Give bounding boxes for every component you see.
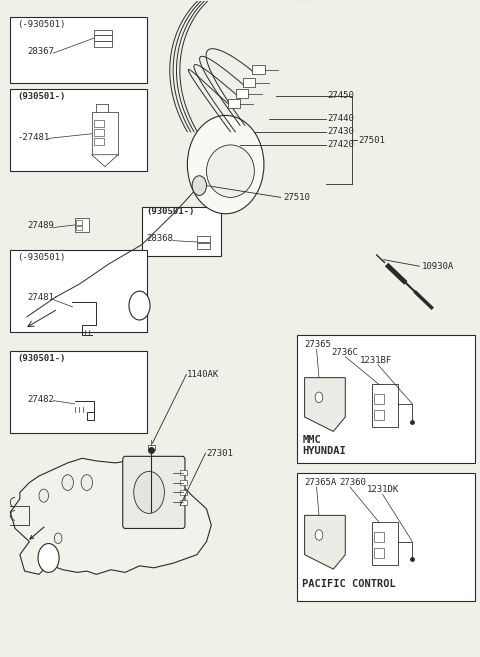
Text: (-930501): (-930501) [17, 20, 66, 29]
Bar [180, 470, 187, 476]
Circle shape [81, 475, 93, 490]
Bar [374, 411, 384, 420]
Circle shape [39, 489, 48, 502]
Text: (930501-): (930501-) [17, 92, 66, 101]
Text: PACIFIC CONTROL: PACIFIC CONTROL [302, 579, 396, 589]
Bar [94, 41, 112, 47]
Text: 27360: 27360 [339, 478, 366, 487]
Polygon shape [92, 155, 118, 167]
FancyBboxPatch shape [123, 457, 185, 528]
Bar [75, 218, 89, 232]
Bar [374, 548, 384, 558]
Ellipse shape [187, 116, 264, 214]
Circle shape [129, 291, 150, 320]
Text: 28367: 28367 [27, 47, 54, 57]
Bar [180, 499, 187, 505]
Bar [10, 17, 147, 83]
Text: 27482: 27482 [27, 395, 54, 404]
Circle shape [134, 472, 164, 513]
Text: 10930A: 10930A [422, 261, 454, 271]
Bar [197, 242, 210, 248]
Text: A: A [46, 553, 51, 562]
Bar [374, 532, 384, 541]
Text: 1140AK: 1140AK [187, 370, 220, 379]
Bar [10, 351, 147, 434]
Bar [76, 225, 82, 230]
Bar [180, 480, 187, 485]
Bar [148, 445, 155, 450]
Bar [180, 489, 187, 495]
Text: (-930501): (-930501) [17, 253, 66, 261]
Text: 27365: 27365 [305, 340, 332, 350]
Polygon shape [305, 378, 345, 432]
Polygon shape [305, 515, 345, 569]
Circle shape [54, 533, 62, 543]
Bar [10, 250, 147, 332]
Text: 28368: 28368 [147, 235, 174, 243]
Bar [94, 35, 112, 41]
Text: 27510: 27510 [283, 193, 310, 202]
Circle shape [315, 392, 323, 403]
Circle shape [192, 175, 206, 195]
Bar [243, 78, 255, 87]
Bar [94, 139, 104, 145]
Circle shape [38, 543, 59, 572]
Text: 27440: 27440 [327, 114, 354, 124]
Bar [142, 207, 221, 256]
Text: 27501: 27501 [358, 136, 385, 145]
Text: -27481: -27481 [17, 133, 50, 142]
Text: 1231BF: 1231BF [360, 355, 392, 365]
Text: 27420: 27420 [327, 141, 354, 149]
Text: HYUNDAI: HYUNDAI [302, 446, 346, 457]
Text: 27450: 27450 [327, 91, 354, 101]
Bar [197, 236, 210, 242]
Bar [76, 220, 82, 225]
Bar [10, 89, 147, 171]
Circle shape [315, 530, 323, 540]
Text: A: A [137, 301, 142, 310]
Text: 27301: 27301 [206, 449, 233, 457]
Text: 27481: 27481 [27, 293, 54, 302]
Polygon shape [10, 457, 211, 574]
Text: (930501-): (930501-) [17, 354, 66, 363]
Text: 27489: 27489 [27, 221, 54, 230]
Circle shape [62, 475, 73, 490]
Bar [94, 120, 104, 127]
Bar [372, 384, 398, 427]
Bar [236, 89, 248, 99]
Bar [298, 473, 475, 600]
Bar [372, 522, 398, 564]
Text: 1231DK: 1231DK [367, 486, 399, 494]
Text: 2736C: 2736C [331, 348, 358, 357]
Bar [228, 99, 240, 108]
Ellipse shape [206, 145, 254, 197]
Bar [252, 65, 265, 74]
Bar [374, 394, 384, 404]
Text: (930501-): (930501-) [147, 207, 195, 215]
Text: MMC: MMC [302, 434, 321, 445]
Bar [94, 30, 112, 35]
Bar [94, 129, 104, 136]
Text: 27430: 27430 [327, 127, 354, 136]
Bar [92, 112, 118, 155]
Text: 27365A: 27365A [305, 478, 337, 487]
Bar [298, 335, 475, 463]
